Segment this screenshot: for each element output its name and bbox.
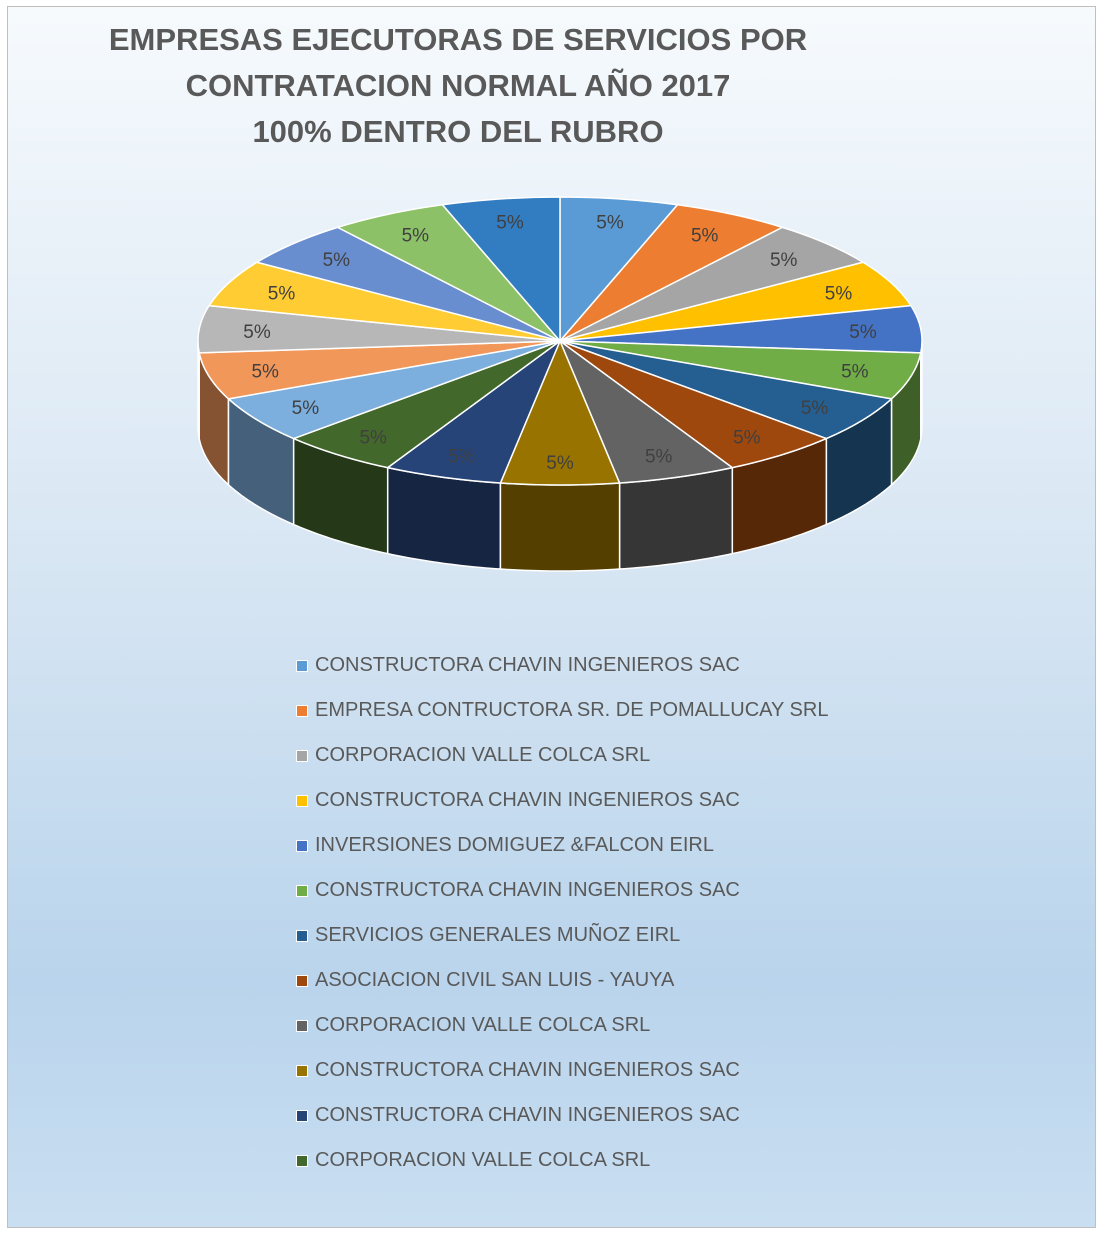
data-label-13: 5% xyxy=(292,398,320,419)
legend-label: CONSTRUCTORA CHAVIN INGENIEROS SAC xyxy=(315,789,740,811)
data-label-15: 5% xyxy=(243,322,271,343)
legend-swatch xyxy=(296,659,308,672)
legend-swatch xyxy=(296,794,308,807)
legend-entry: CONSTRUCTORA CHAVIN INGENIEROS SAC xyxy=(296,643,996,688)
legend-label: SERVICIOS GENERALES MUÑOZ EIRL xyxy=(315,924,681,946)
chart-title-line-3: 100% DENTRO DEL RUBRO xyxy=(252,114,664,149)
legend-swatch xyxy=(296,974,308,987)
legend-swatch xyxy=(296,1019,308,1032)
data-label-2: 5% xyxy=(691,226,719,247)
legend-swatch xyxy=(296,1064,308,1077)
chart-title: EMPRESAS EJECUTORAS DE SERVICIOS POR CON… xyxy=(8,17,908,155)
data-label-6: 5% xyxy=(841,362,869,383)
legend-label: CONSTRUCTORA CHAVIN INGENIEROS SAC xyxy=(315,1059,740,1081)
chart-title-line-2: CONTRATACION NORMAL AÑO 2017 xyxy=(185,68,731,103)
data-label-8: 5% xyxy=(733,428,761,449)
data-label-18: 5% xyxy=(402,226,430,247)
legend-entry: CONSTRUCTORA CHAVIN INGENIEROS SAC xyxy=(296,1048,996,1093)
pie-slice-side-9 xyxy=(618,466,734,570)
legend-label: EMPRESA CONTRUCTORA SR. DE POMALLUCAY SR… xyxy=(315,699,829,721)
data-label-10: 5% xyxy=(546,453,574,474)
data-label-19: 5% xyxy=(496,213,524,234)
legend-swatch xyxy=(296,1154,308,1167)
legend-label: CONSTRUCTORA CHAVIN INGENIEROS SAC xyxy=(315,879,740,901)
chart-area: EMPRESAS EJECUTORAS DE SERVICIOS POR CON… xyxy=(7,6,1096,1228)
chart-legend: CONSTRUCTORA CHAVIN INGENIEROS SAC EMPRES… xyxy=(296,643,996,1183)
data-label-16: 5% xyxy=(268,283,296,304)
legend-entry: CONSTRUCTORA CHAVIN INGENIEROS SAC xyxy=(296,778,996,823)
legend-entry: CONSTRUCTORA CHAVIN INGENIEROS SAC xyxy=(296,868,996,913)
legend-entry: CONSTRUCTORA CHAVIN INGENIEROS SAC xyxy=(296,1093,996,1138)
legend-label: INVERSIONES DOMIGUEZ &FALCON EIRL xyxy=(315,834,714,856)
pie-slice-19 xyxy=(441,196,561,342)
legend-label: CONSTRUCTORA CHAVIN INGENIEROS SAC xyxy=(315,654,740,676)
legend-swatch xyxy=(296,704,308,717)
legend-label: ASOCIACION CIVIL SAN LUIS - YAUYA xyxy=(315,969,675,991)
data-label-5: 5% xyxy=(849,322,877,343)
legend-swatch xyxy=(296,839,308,852)
legend-swatch xyxy=(296,884,308,897)
legend-swatch xyxy=(296,1109,308,1122)
legend-swatch xyxy=(296,749,308,762)
pie-slice-side-10 xyxy=(499,482,621,572)
legend-entry: CORPORACION VALLE COLCA SRL xyxy=(296,1138,996,1183)
legend-entry: EMPRESA CONTRUCTORA SR. DE POMALLUCAY SR… xyxy=(296,688,996,733)
legend-label: CONSTRUCTORA CHAVIN INGENIEROS SAC xyxy=(315,1104,740,1126)
data-label-1: 5% xyxy=(596,213,624,234)
legend-entry: CORPORACION VALLE COLCA SRL xyxy=(296,733,996,778)
legend-entry: CORPORACION VALLE COLCA SRL xyxy=(296,1003,996,1048)
data-label-7: 5% xyxy=(801,398,829,419)
data-label-14: 5% xyxy=(251,362,279,383)
legend-label: CORPORACION VALLE COLCA SRL xyxy=(315,1014,651,1036)
data-label-9: 5% xyxy=(645,446,673,467)
legend-entry: SERVICIOS GENERALES MUÑOZ EIRL xyxy=(296,913,996,958)
legend-swatch xyxy=(296,929,308,942)
pie-chart: 5% 5% 5% 5% 5% 5% 5% 5% 5% 5% 5% 5% 5% 5% 5% 5% 5% 5% 5% xyxy=(197,196,923,572)
legend-label: CORPORACION VALLE COLCA SRL xyxy=(315,1149,651,1171)
data-label-12: 5% xyxy=(359,428,387,449)
data-label-11: 5% xyxy=(448,446,476,467)
legend-label: CORPORACION VALLE COLCA SRL xyxy=(315,744,651,766)
pie-slice-side-11 xyxy=(386,466,502,570)
data-label-4: 5% xyxy=(825,283,853,304)
legend-entry: ASOCIACION CIVIL SAN LUIS - YAUYA xyxy=(296,958,996,1003)
data-label-3: 5% xyxy=(770,250,798,271)
legend-entry: INVERSIONES DOMIGUEZ &FALCON EIRL xyxy=(296,823,996,868)
data-label-17: 5% xyxy=(323,250,351,271)
chart-title-line-1: EMPRESAS EJECUTORAS DE SERVICIOS POR xyxy=(108,22,808,57)
